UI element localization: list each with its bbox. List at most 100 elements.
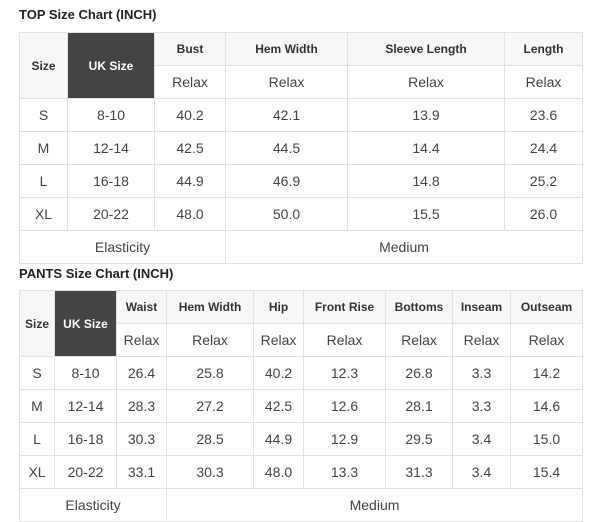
fit-label: Relax xyxy=(347,65,505,99)
elasticity-value: Medium xyxy=(225,230,583,264)
measurement-cell: 44.5 xyxy=(225,131,348,165)
measurement-cell: 40.2 xyxy=(154,98,226,132)
measurement-cell: 12.9 xyxy=(303,422,386,456)
measurement-cell: 42.5 xyxy=(154,131,226,165)
fit-label: Relax xyxy=(166,323,254,357)
measurement-cell: 44.9 xyxy=(154,164,226,198)
measurement-cell: 12.6 xyxy=(303,389,386,423)
uk-size-cell: 12-14 xyxy=(54,389,117,423)
measurement-cell: 23.6 xyxy=(504,98,583,132)
uk-size-cell: 16-18 xyxy=(67,164,155,198)
measurement-cell: 3.4 xyxy=(452,422,511,456)
measurement-cell: 3.3 xyxy=(452,389,511,423)
measurement-cell: 40.2 xyxy=(253,356,304,390)
fit-label: Relax xyxy=(385,323,453,357)
measurement-cell: 26.0 xyxy=(504,197,583,231)
column-header: Length xyxy=(504,32,583,66)
measurement-cell: 25.2 xyxy=(504,164,583,198)
measurement-cell: 42.5 xyxy=(253,389,304,423)
fit-label: Relax xyxy=(452,323,511,357)
measurement-cell: 26.4 xyxy=(116,356,167,390)
table-row: M 12-14 42.5 44.5 14.4 24.4 xyxy=(19,131,583,165)
size-cell: M xyxy=(19,131,68,165)
uk-size-cell: 20-22 xyxy=(54,455,117,489)
elasticity-label: Elasticity xyxy=(19,230,226,264)
measurement-cell: 28.1 xyxy=(385,389,453,423)
uk-size-cell: 20-22 xyxy=(67,197,155,231)
size-cell: S xyxy=(19,356,55,390)
measurement-cell: 24.4 xyxy=(504,131,583,165)
measurement-cell: 28.5 xyxy=(166,422,254,456)
table-row: S 8-10 40.2 42.1 13.9 23.6 xyxy=(19,98,583,132)
measurement-cell: 3.4 xyxy=(452,455,511,489)
measurement-cell: 42.1 xyxy=(225,98,348,132)
column-header: Bust xyxy=(154,32,226,66)
size-cell: XL xyxy=(19,455,55,489)
measurement-cell: 29.5 xyxy=(385,422,453,456)
top-chart-title: TOP Size Chart (INCH) xyxy=(19,7,157,22)
measurement-cell: 25.8 xyxy=(166,356,254,390)
measurement-cell: 30.3 xyxy=(166,455,254,489)
header-row: Size UK Size Bust Hem Width Sleeve Length Len… xyxy=(19,32,583,99)
subheader-row: Relax Relax Relax Relax xyxy=(20,65,583,99)
pants-size-table: Size UK Size Waist Hem Width Hip Front Rise Bo… xyxy=(19,290,583,522)
measurement-cell: 14.6 xyxy=(510,389,583,423)
table-row: M 12-14 28.3 27.2 42.5 12.6 28.1 3.3 14.6 xyxy=(19,389,583,423)
fit-label: Relax xyxy=(253,323,304,357)
top-size-table: Size UK Size Bust Hem Width Sleeve Length Len… xyxy=(19,32,583,264)
fit-label: Relax xyxy=(225,65,348,99)
uk-size-header: UK Size xyxy=(67,32,155,99)
size-cell: XL xyxy=(19,197,68,231)
fit-label: Relax xyxy=(154,65,226,99)
size-header: Size xyxy=(19,32,68,99)
size-cell: M xyxy=(19,389,55,423)
uk-size-cell: 12-14 xyxy=(67,131,155,165)
measurement-cell: 28.3 xyxy=(116,389,167,423)
column-header: Sleeve Length xyxy=(347,32,505,66)
elasticity-row: Elasticity Medium xyxy=(19,230,583,264)
measurement-cell: 46.9 xyxy=(225,164,348,198)
column-header: Hem Width xyxy=(225,32,348,66)
measurement-cell: 13.9 xyxy=(347,98,505,132)
column-header: Front Rise xyxy=(303,290,386,324)
uk-size-cell: 16-18 xyxy=(54,422,117,456)
measurement-cell: 12.3 xyxy=(303,356,386,390)
elasticity-value: Medium xyxy=(166,488,583,522)
uk-size-cell: 8-10 xyxy=(67,98,155,132)
fit-label: Relax xyxy=(116,323,167,357)
measurement-cell: 48.0 xyxy=(253,455,304,489)
table-row: L 16-18 44.9 46.9 14.8 25.2 xyxy=(19,164,583,198)
table-row: S 8-10 26.4 25.8 40.2 12.3 26.8 3.3 14.2 xyxy=(19,356,583,390)
fit-label: Relax xyxy=(510,323,583,357)
fit-label: Relax xyxy=(504,65,583,99)
column-header: Hem Width xyxy=(166,290,254,324)
measurement-cell: 3.3 xyxy=(452,356,511,390)
column-header: Bottoms xyxy=(385,290,453,324)
measurement-cell: 26.8 xyxy=(385,356,453,390)
column-header: Hip xyxy=(253,290,304,324)
header-row: Size UK Size Waist Hem Width Hip Front Rise Bo… xyxy=(19,290,583,357)
measurement-cell: 15.0 xyxy=(510,422,583,456)
table-row: XL 20-22 48.0 50.0 15.5 26.0 xyxy=(19,197,583,231)
measurement-cell: 31.3 xyxy=(385,455,453,489)
size-header: Size xyxy=(19,290,55,357)
measurement-cell: 44.9 xyxy=(253,422,304,456)
column-header: Waist xyxy=(116,290,167,324)
size-cell: L xyxy=(19,164,68,198)
uk-size-cell: 8-10 xyxy=(54,356,117,390)
measurement-cell: 27.2 xyxy=(166,389,254,423)
column-header: Outseam xyxy=(510,290,583,324)
measurement-cell: 33.1 xyxy=(116,455,167,489)
measurement-cell: 15.4 xyxy=(510,455,583,489)
measurement-cell: 50.0 xyxy=(225,197,348,231)
size-cell: L xyxy=(19,422,55,456)
measurement-cell: 13.3 xyxy=(303,455,386,489)
measurement-cell: 48.0 xyxy=(154,197,226,231)
elasticity-row: Elasticity Medium xyxy=(19,488,583,522)
pants-chart-title: PANTS Size Chart (INCH) xyxy=(19,266,174,281)
subheader-row: Relax Relax Relax Relax Relax Relax Relax xyxy=(20,323,583,357)
table-row: XL 20-22 33.1 30.3 48.0 13.3 31.3 3.4 15.4 xyxy=(19,455,583,489)
measurement-cell: 15.5 xyxy=(347,197,505,231)
column-header: Inseam xyxy=(452,290,511,324)
measurement-cell: 14.2 xyxy=(510,356,583,390)
